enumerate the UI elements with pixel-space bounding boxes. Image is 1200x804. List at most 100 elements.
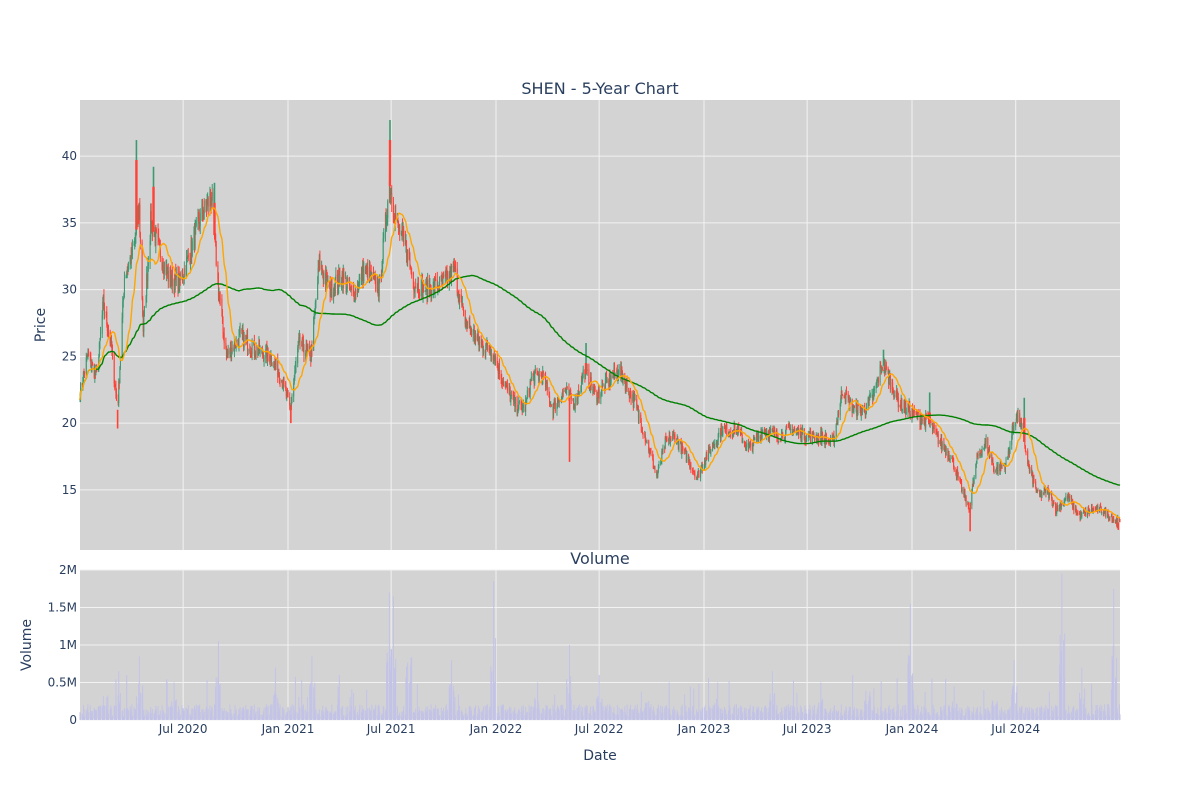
volume-bar	[851, 714, 853, 720]
volume-bar	[163, 712, 165, 720]
volume-bar	[315, 709, 317, 720]
volume-bar	[652, 710, 654, 720]
candle-body	[161, 257, 163, 269]
volume-bar	[424, 709, 426, 720]
volume-bar	[598, 702, 600, 720]
volume-bar	[570, 676, 572, 720]
candle-body	[645, 442, 647, 443]
candle-body	[991, 454, 993, 462]
candle-body	[325, 272, 327, 285]
volume-bar	[390, 670, 392, 720]
volume-bar	[249, 710, 251, 720]
volume-bar	[1069, 713, 1071, 720]
volume-bar	[912, 673, 914, 720]
volume-bar	[604, 706, 606, 720]
volume-bar	[353, 693, 355, 720]
candle-body	[823, 437, 825, 441]
volume-bar	[191, 708, 193, 720]
sma-fast-line	[79, 207, 1121, 519]
candle-body	[195, 220, 197, 226]
candle-body	[924, 417, 926, 421]
candle-body	[759, 435, 761, 440]
candle-body	[339, 274, 341, 285]
candle-body	[457, 292, 459, 294]
volume-bar	[277, 698, 279, 720]
volume-bar	[1091, 683, 1093, 720]
volume-bar	[111, 716, 113, 720]
volume-bar	[807, 713, 809, 720]
candle-body	[735, 429, 737, 435]
volume-bar	[215, 686, 217, 720]
volume-bar	[363, 708, 365, 720]
volume-bar	[742, 712, 744, 720]
volume-bar	[566, 679, 568, 720]
candle-body	[921, 419, 923, 422]
candle-body	[1088, 508, 1090, 510]
volume-bar	[746, 716, 748, 720]
volume-bar	[289, 710, 291, 720]
candle-body	[598, 389, 600, 399]
volume-bar	[386, 652, 388, 720]
volume-bar	[680, 715, 682, 720]
volume-bar	[852, 709, 854, 720]
volume-bar	[394, 669, 396, 720]
candle-body	[993, 468, 995, 473]
candle-body	[656, 471, 658, 476]
candle-body	[346, 281, 348, 289]
candle-body	[1047, 488, 1049, 494]
candle-body	[366, 265, 368, 270]
volume-bar	[661, 713, 663, 720]
volume-bar	[323, 711, 325, 720]
volume-bar	[632, 709, 634, 720]
volume-bar	[107, 713, 109, 720]
volume-bar	[129, 706, 131, 720]
volume-bar	[1008, 714, 1010, 720]
candle-body	[580, 387, 582, 392]
candle-body	[1032, 473, 1034, 485]
volume-bar	[489, 707, 491, 720]
volume-bar	[406, 687, 408, 720]
candle-body	[768, 437, 770, 439]
candle-body	[669, 439, 671, 444]
candle-body	[275, 358, 277, 367]
volume-bar	[217, 641, 219, 720]
volume-bar	[173, 682, 175, 720]
candle-body	[939, 441, 941, 445]
candle-body	[689, 459, 691, 468]
volume-bar	[604, 710, 606, 720]
candle-body	[494, 357, 496, 365]
volume-bar	[302, 708, 304, 720]
candle-body	[206, 205, 208, 210]
candle-body	[841, 391, 843, 396]
candle-body	[359, 277, 361, 280]
volume-bar	[150, 712, 152, 720]
volume-bar	[428, 709, 430, 720]
candle-body	[211, 192, 213, 201]
candle-body	[403, 230, 405, 238]
candle-body	[770, 429, 772, 433]
volume-bar	[888, 706, 890, 720]
candle-body	[518, 400, 520, 402]
volume-bar	[1116, 657, 1118, 720]
volume-bar	[765, 705, 767, 720]
volume-bar	[1083, 704, 1085, 720]
volume-bar	[632, 709, 634, 720]
volume-bar	[799, 705, 801, 720]
volume-bar	[126, 675, 128, 720]
candle-body	[303, 350, 305, 356]
candle-body	[761, 431, 763, 439]
volume-bar	[937, 715, 939, 720]
volume-bar	[929, 715, 931, 720]
volume-bar	[602, 711, 604, 720]
volume-bar	[247, 708, 249, 720]
volume-bar	[816, 708, 818, 720]
volume-bar	[971, 711, 973, 720]
volume-bar	[857, 709, 859, 720]
candle-body	[785, 426, 787, 431]
volume-bar	[909, 603, 911, 720]
volume-bar	[806, 713, 808, 720]
candle-body	[540, 374, 542, 376]
volume-bar	[437, 709, 439, 720]
volume-bar	[967, 706, 969, 720]
candle-body	[217, 264, 219, 279]
